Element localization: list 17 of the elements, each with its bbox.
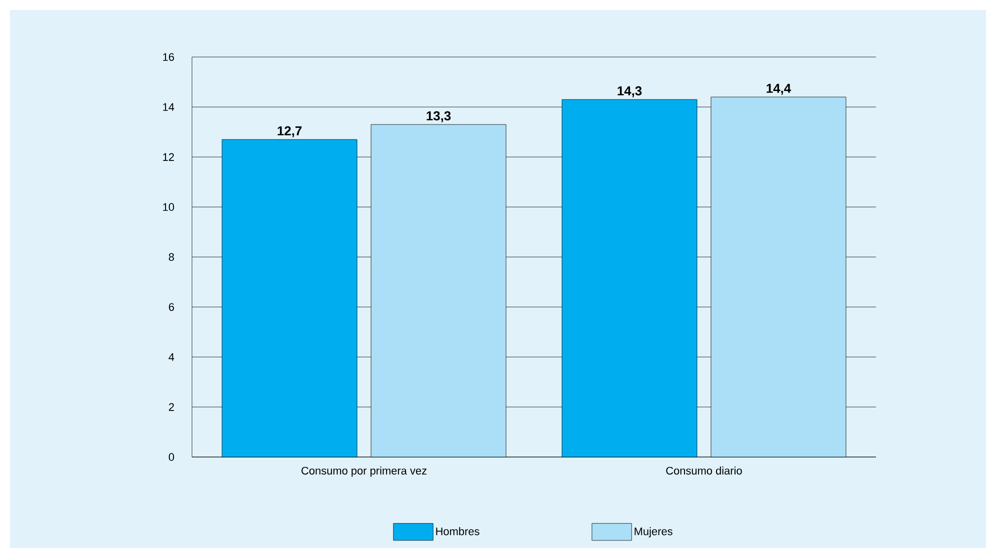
x-tick-label: Consumo diario [666,466,742,475]
y-tick-label: 6 [168,303,174,311]
y-tick-label: 2 [168,403,174,411]
y-tick-label: 16 [163,53,174,61]
y-tick-label: 0 [168,453,174,461]
y-tick-label: 12 [163,153,174,161]
y-tick-label: 14 [163,103,174,111]
legend-label: Hombres [436,527,480,536]
x-tick-label: Consumo por primera vez [302,466,426,477]
data-label: 14,3 [618,86,642,98]
y-tick-label: 4 [168,353,174,361]
data-label: 14,4 [766,84,792,95]
data-label: 13,3 [426,111,451,122]
y-tick-label: 10 [163,203,174,211]
data-label: 12,7 [278,126,302,138]
legend-label: Mujeres [634,527,672,538]
y-tick-label: 8 [168,253,174,261]
